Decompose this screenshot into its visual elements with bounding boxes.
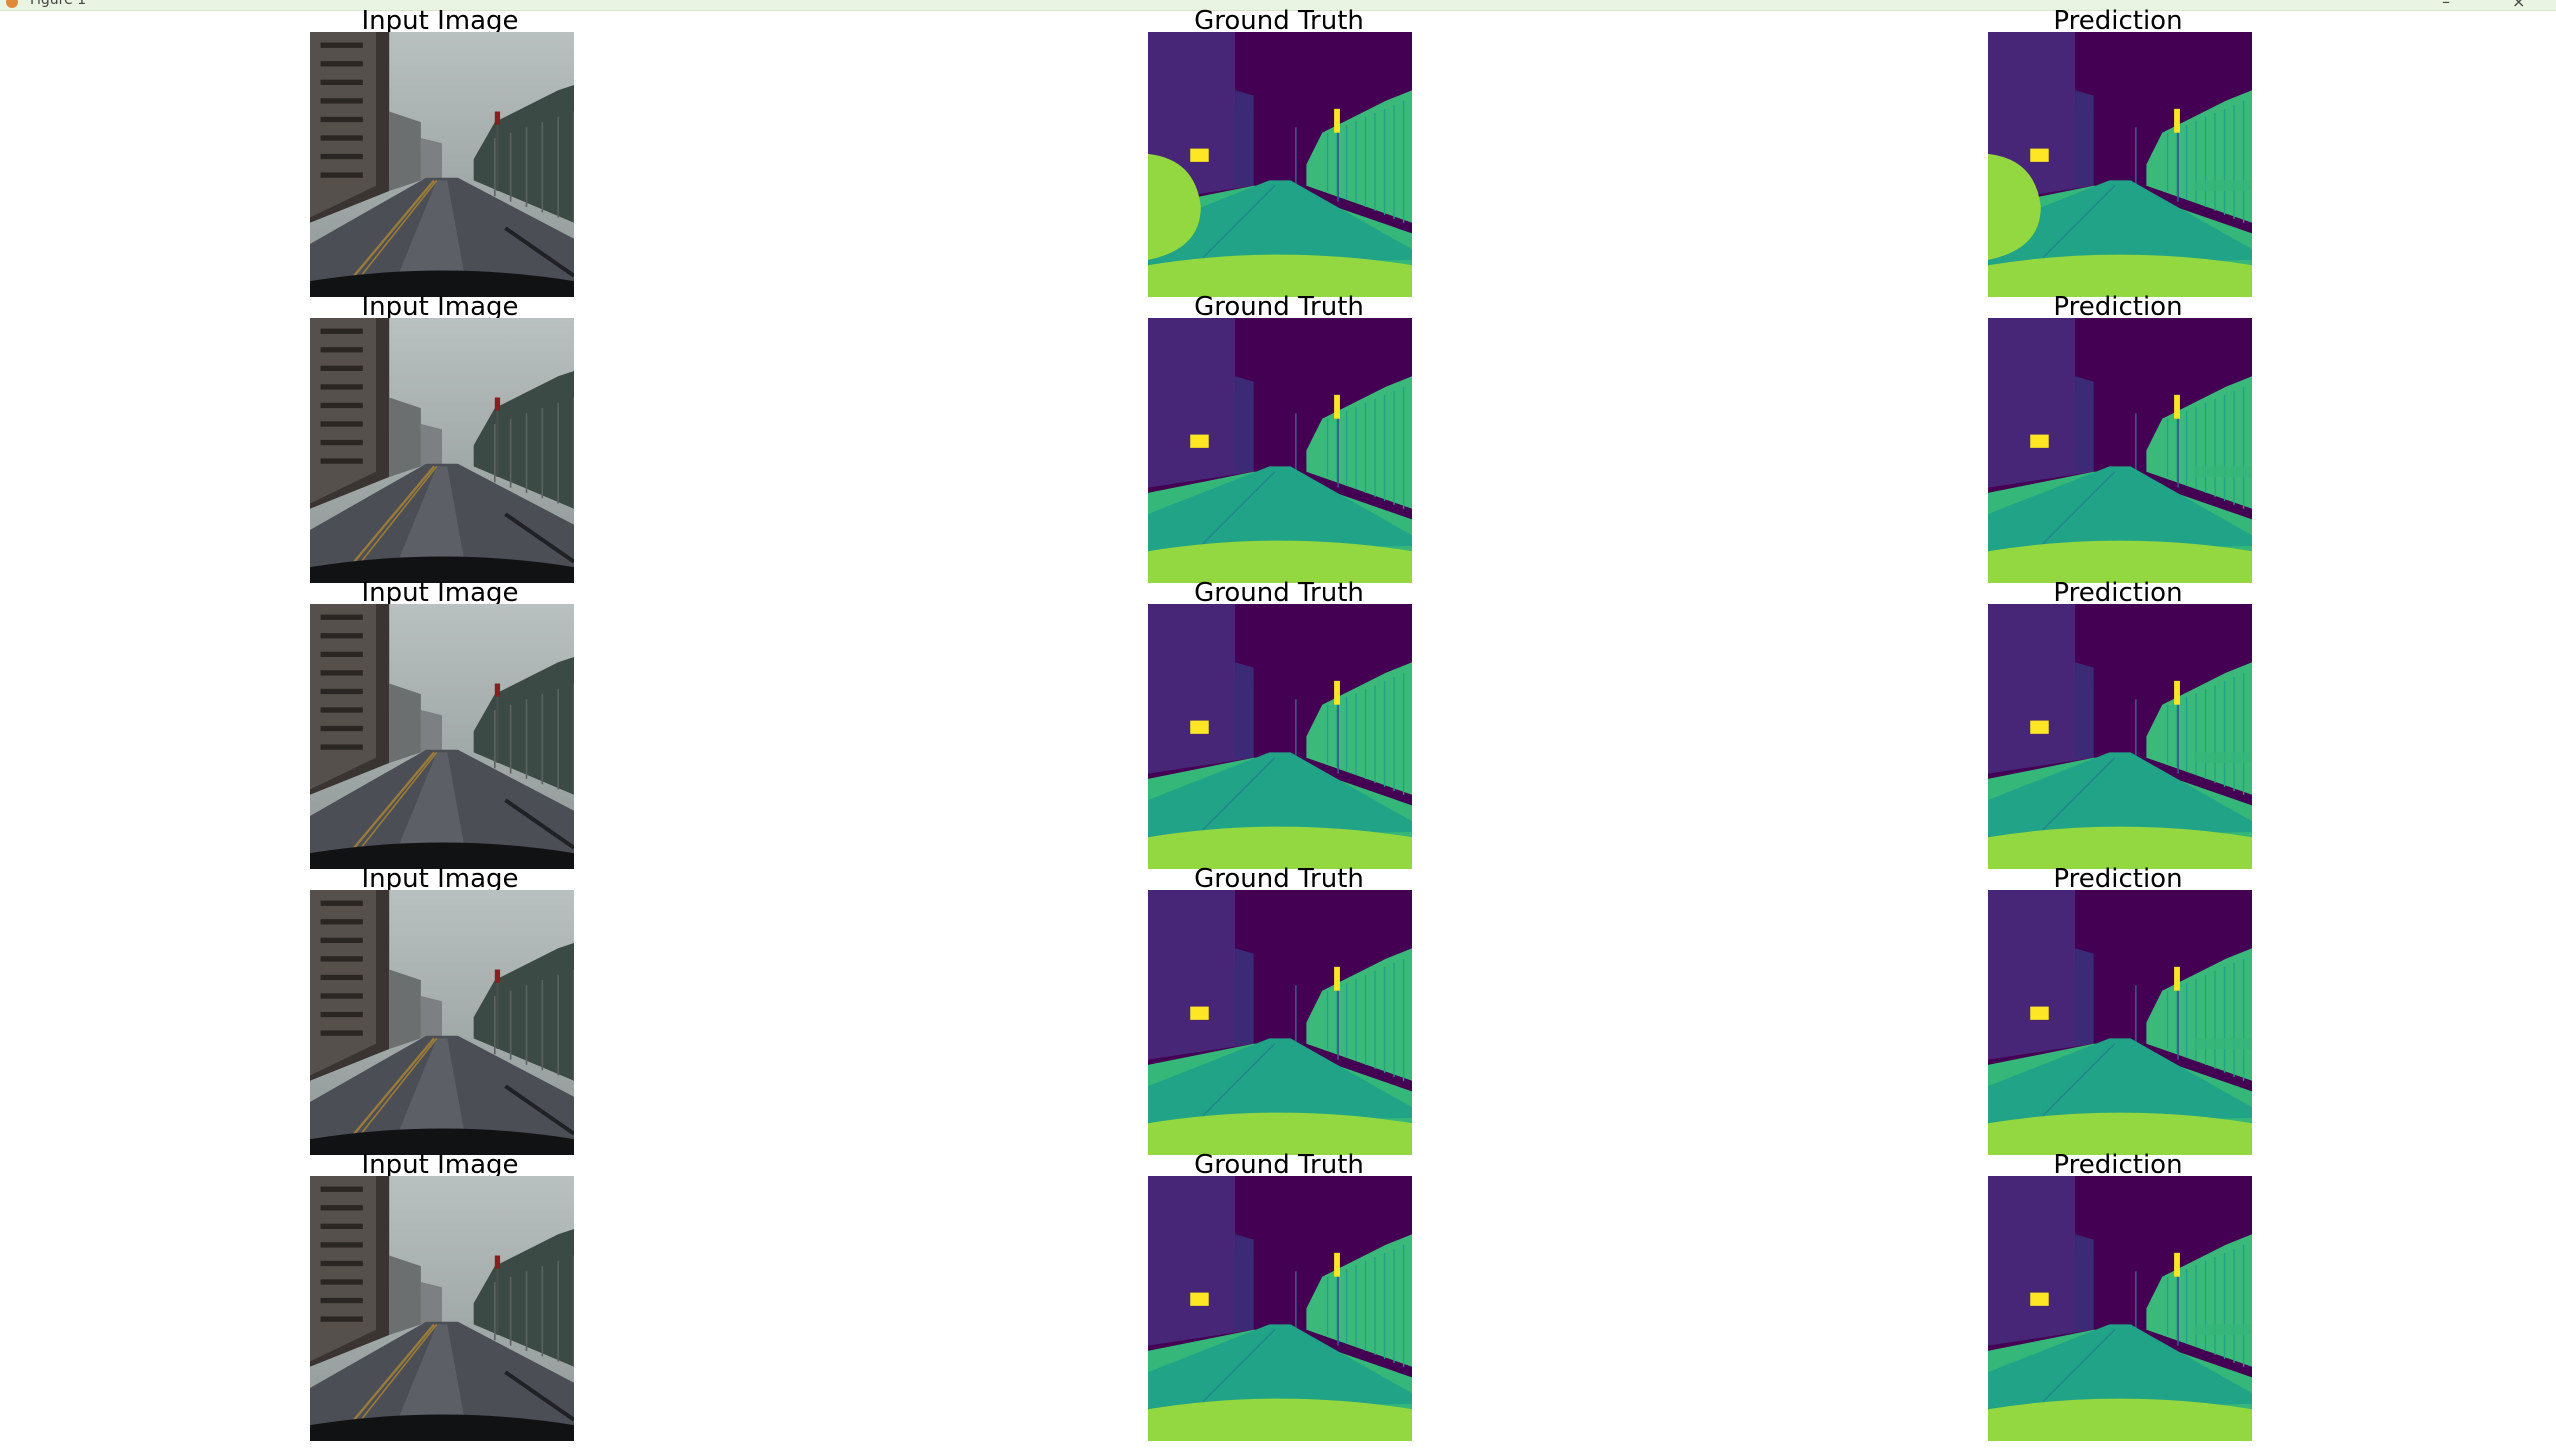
- panel-title: Ground Truth: [1194, 578, 1364, 608]
- input-image: [310, 318, 574, 583]
- panel-title: Ground Truth: [1194, 6, 1364, 36]
- panel-title: Input Image: [361, 6, 519, 36]
- figure-canvas: Input Image Ground Truth Prediction Input I…: [0, 6, 2556, 1449]
- input-image: [310, 890, 574, 1155]
- prediction-mask: [1988, 890, 2252, 1155]
- panel-title: Input Image: [361, 292, 519, 322]
- ground-truth-mask: [1148, 318, 1412, 583]
- prediction-mask: [1988, 32, 2252, 297]
- close-icon[interactable]: ×: [2512, 0, 2526, 11]
- app-icon: [6, 0, 18, 8]
- input-image: [310, 32, 574, 297]
- panel-title: Input Image: [361, 578, 519, 608]
- ground-truth-mask: [1148, 1176, 1412, 1441]
- panel-title: Prediction: [2053, 292, 2183, 322]
- panel-title: Input Image: [361, 864, 519, 894]
- panel-title: Input Image: [361, 1150, 519, 1180]
- panel-title: Ground Truth: [1194, 292, 1364, 322]
- panel-title: Prediction: [2053, 864, 2183, 894]
- panel-title: Prediction: [2053, 578, 2183, 608]
- prediction-mask: [1988, 1176, 2252, 1441]
- ground-truth-mask: [1148, 32, 1412, 297]
- panel-title: Ground Truth: [1194, 864, 1364, 894]
- input-image: [310, 1176, 574, 1441]
- prediction-mask: [1988, 318, 2252, 583]
- input-image: [310, 604, 574, 869]
- ground-truth-mask: [1148, 890, 1412, 1155]
- panel-title: Prediction: [2053, 6, 2183, 36]
- window-titlebar: Figure 1 – ×: [0, 0, 2556, 11]
- ground-truth-mask: [1148, 604, 1412, 869]
- panel-title: Prediction: [2053, 1150, 2183, 1180]
- minimize-icon[interactable]: –: [2442, 0, 2450, 11]
- panel-title: Ground Truth: [1194, 1150, 1364, 1180]
- window-title: Figure 1: [30, 0, 87, 8]
- prediction-mask: [1988, 604, 2252, 869]
